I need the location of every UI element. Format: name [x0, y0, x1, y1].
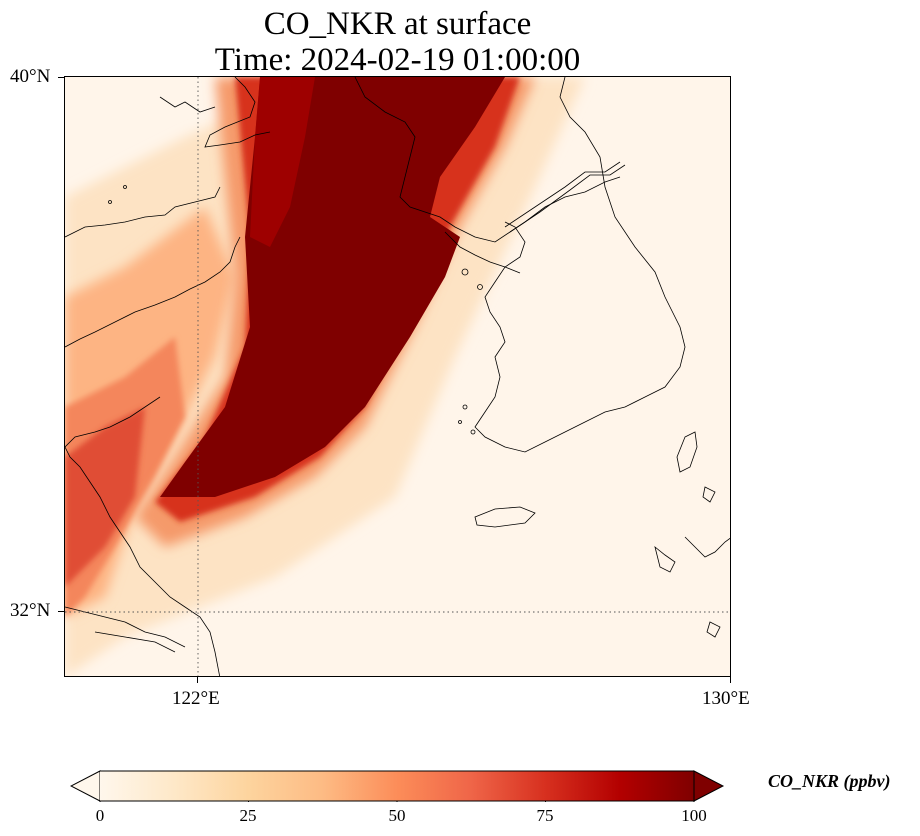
tickmark-130e — [730, 677, 731, 683]
colorbar-tick-0: 0 — [95, 806, 105, 825]
colorbar — [69, 770, 726, 807]
colorbar-tick-50: 50 — [388, 806, 406, 825]
colorbar-extend-max — [693, 770, 725, 802]
colorbar-tick-25: 25 — [239, 806, 257, 825]
lat-label-32n: 32°N — [10, 600, 51, 621]
map-svg — [65, 77, 730, 676]
lat-label-40n: 40°N — [10, 66, 51, 87]
gridlines — [65, 77, 730, 676]
colorbar-svg — [69, 770, 725, 804]
map-title-line1: CO_NKR at surface — [263, 6, 532, 42]
map-panel — [64, 76, 731, 677]
tickmark-122e — [197, 677, 198, 683]
colorbar-extend-min — [69, 770, 101, 802]
colorbar-gradient — [100, 771, 694, 801]
colorbar-label: CO_NKR (ppbv) — [768, 771, 891, 791]
colorbar-tick-100: 100 — [681, 806, 707, 825]
lon-label-130e: 130°E — [702, 688, 750, 709]
colorbar-tick-75: 75 — [536, 806, 554, 825]
tickmark-32n — [58, 611, 64, 612]
tickmark-40n — [58, 77, 64, 78]
lon-label-122e: 122°E — [172, 688, 220, 709]
coastlines — [65, 77, 730, 676]
concentration-field — [65, 77, 730, 676]
map-title-line2: Time: 2024-02-19 01:00:00 — [214, 42, 581, 78]
